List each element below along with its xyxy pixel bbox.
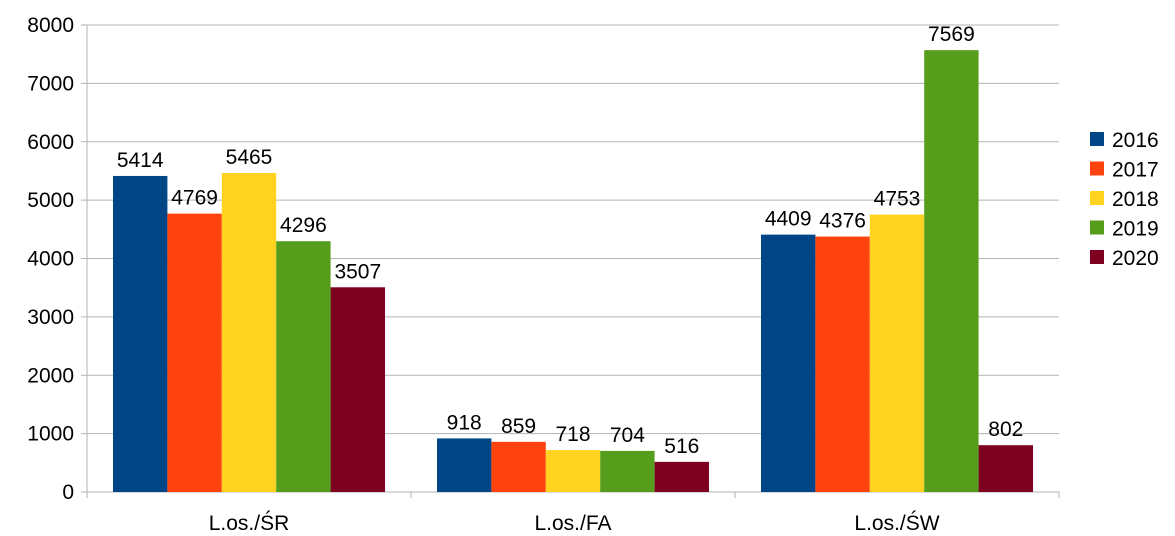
data-label: 718	[555, 423, 590, 446]
y-tick-label: 1000	[27, 423, 74, 446]
bar-2019-1	[276, 241, 331, 492]
y-tick-label: 0	[62, 481, 74, 504]
bar-2016-1	[113, 175, 168, 492]
data-label: 4376	[819, 210, 866, 233]
y-tick-label: 3000	[27, 306, 74, 329]
legend-label: 2018	[1112, 188, 1159, 211]
bar-2018-1	[221, 172, 277, 492]
category-label: L.os./ŚR	[209, 511, 290, 535]
y-tick-label: 7000	[27, 72, 74, 95]
bar-2016-2	[437, 438, 492, 492]
bar-2017-2	[491, 441, 546, 492]
bar-2020-3	[978, 445, 1033, 492]
legend-label: 2016	[1112, 129, 1159, 152]
bar-2018-2	[545, 450, 601, 492]
data-label: 918	[447, 411, 482, 434]
bar-2019-3	[924, 50, 979, 492]
legend-swatch	[1090, 161, 1104, 176]
data-label: 4769	[171, 187, 218, 210]
data-label: 859	[501, 415, 536, 438]
data-label: 4409	[765, 208, 812, 231]
y-tick-label: 4000	[27, 248, 74, 271]
bar-2018-3	[869, 214, 925, 492]
data-label: 4296	[280, 214, 327, 237]
bar-2016-3	[761, 234, 816, 492]
legend-swatch	[1090, 250, 1104, 264]
y-tick-label: 8000	[27, 14, 74, 37]
bar-2019-2	[600, 450, 655, 492]
legend-swatch	[1090, 132, 1104, 146]
y-tick-label: 6000	[27, 131, 74, 154]
data-label: 704	[610, 424, 645, 447]
legend: 2016 2017 2018 2019 2020	[1090, 129, 1159, 270]
data-label: 3507	[334, 260, 381, 283]
category-label: L.os./ŚW	[854, 511, 939, 535]
legend-label: 2019	[1112, 218, 1159, 241]
category-label: L.os./FA	[534, 512, 611, 535]
y-axis-tick-labels: 0 1000 2000 3000 4000 5000 6000 7000 8000	[27, 14, 74, 504]
y-tick-label: 2000	[27, 364, 74, 387]
bar-2017-1	[167, 213, 222, 492]
data-label: 5414	[117, 149, 164, 172]
y-tick-label: 5000	[27, 189, 74, 212]
bars	[113, 50, 1033, 492]
data-label: 7569	[928, 23, 975, 46]
legend-swatch	[1090, 220, 1104, 235]
legend-label: 2017	[1112, 159, 1159, 182]
category-labels: L.os./ŚR L.os./FA L.os./ŚW	[209, 511, 940, 535]
bar-2020-2	[654, 461, 709, 492]
bar-2020-1	[330, 287, 385, 492]
data-labels: 5414 4769 5465 4296 3507 918 859 718 704 516 4409 4…	[117, 23, 1023, 458]
data-label: 802	[988, 418, 1023, 441]
legend-label: 2020	[1112, 247, 1159, 270]
data-label: 516	[664, 435, 699, 458]
data-label: 4753	[874, 188, 921, 211]
data-label: 5465	[226, 146, 273, 169]
bar-2017-3	[815, 236, 870, 492]
legend-swatch	[1090, 191, 1104, 205]
